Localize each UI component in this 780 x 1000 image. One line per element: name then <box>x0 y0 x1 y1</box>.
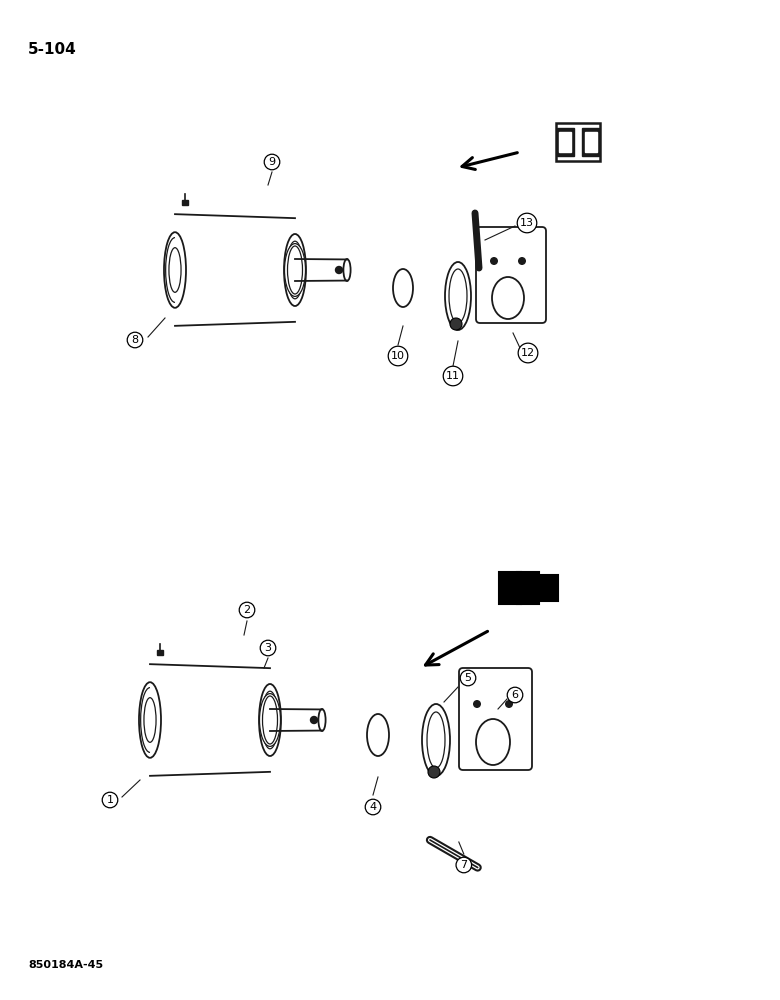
Ellipse shape <box>318 709 325 731</box>
Ellipse shape <box>259 684 281 756</box>
Circle shape <box>490 257 498 265</box>
Ellipse shape <box>492 277 524 319</box>
Circle shape <box>473 700 481 708</box>
Bar <box>583 128 599 156</box>
Text: 10: 10 <box>391 351 405 361</box>
Text: m: m <box>541 578 555 598</box>
Ellipse shape <box>445 262 471 330</box>
Text: 2: 2 <box>243 605 250 615</box>
Ellipse shape <box>284 234 306 306</box>
Bar <box>559 132 571 152</box>
Text: 1: 1 <box>107 795 114 805</box>
Circle shape <box>450 318 462 330</box>
Ellipse shape <box>263 696 278 744</box>
Text: 6: 6 <box>512 690 519 700</box>
Ellipse shape <box>343 259 350 281</box>
Text: 8: 8 <box>132 335 139 345</box>
Text: 5: 5 <box>465 673 471 683</box>
Ellipse shape <box>476 719 510 765</box>
Circle shape <box>505 700 513 708</box>
Bar <box>182 200 188 205</box>
Text: 7: 7 <box>460 860 467 870</box>
Text: 11: 11 <box>446 371 460 381</box>
Ellipse shape <box>449 269 467 323</box>
Text: 5-104: 5-104 <box>28 42 76 57</box>
Ellipse shape <box>422 704 450 776</box>
Bar <box>157 650 163 655</box>
Ellipse shape <box>285 244 306 296</box>
Bar <box>585 132 597 152</box>
Text: 4: 4 <box>370 802 377 812</box>
Ellipse shape <box>393 269 413 307</box>
Ellipse shape <box>260 694 281 746</box>
Text: i: i <box>502 576 517 600</box>
FancyBboxPatch shape <box>459 668 532 770</box>
Ellipse shape <box>367 714 389 756</box>
Bar <box>556 123 600 161</box>
Ellipse shape <box>262 691 278 749</box>
Circle shape <box>428 766 440 778</box>
Text: 9: 9 <box>268 157 275 167</box>
Ellipse shape <box>288 246 303 294</box>
Text: 3: 3 <box>264 643 271 653</box>
Bar <box>557 128 574 156</box>
Ellipse shape <box>287 241 303 299</box>
Ellipse shape <box>427 712 445 768</box>
Circle shape <box>310 716 317 724</box>
Text: 12: 12 <box>521 348 535 358</box>
Text: 850184A-45: 850184A-45 <box>28 960 103 970</box>
Circle shape <box>518 257 526 265</box>
FancyBboxPatch shape <box>476 227 546 323</box>
Circle shape <box>335 266 342 273</box>
Text: T: T <box>520 576 536 600</box>
Text: 13: 13 <box>520 218 534 228</box>
